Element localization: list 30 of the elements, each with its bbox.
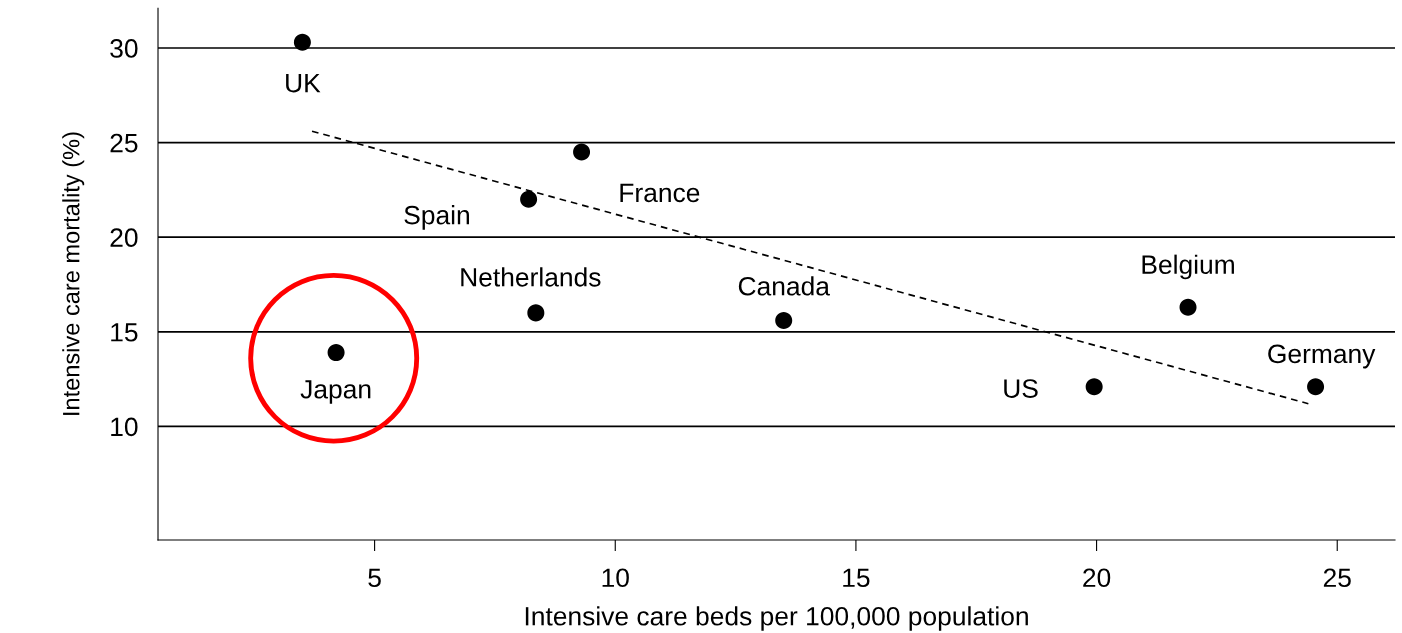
y-axis-title: Intensive care mortality (%) <box>62 132 85 415</box>
point <box>327 344 345 362</box>
x-tick-label: 10 <box>602 568 629 588</box>
point <box>293 33 311 51</box>
point <box>1307 378 1325 396</box>
point <box>527 304 545 322</box>
x-tick-label: 20 <box>1083 568 1111 588</box>
y-tick-label: 15 <box>111 323 138 342</box>
annotation: UK <box>286 74 321 93</box>
annotation: US <box>1004 379 1038 398</box>
annotation: Germany <box>1268 344 1376 369</box>
annotation: France <box>620 183 700 203</box>
point <box>573 143 591 161</box>
y-tick-label: 30 <box>110 39 138 58</box>
x-tick-label: 25 <box>1323 568 1351 588</box>
y-tick-label: 10 <box>111 417 138 437</box>
annotation: Japan <box>300 380 371 404</box>
x-tick-label: 15 <box>843 568 870 588</box>
annotation: Netherlands <box>461 267 601 287</box>
point <box>775 311 793 329</box>
annotation: Belgium <box>1142 254 1234 280</box>
x-tick-label: 5 <box>368 568 381 588</box>
x-axis-title: Intensive care beds per 100,000 population <box>525 606 1028 631</box>
point <box>1085 378 1103 396</box>
annotation: Canada <box>738 276 830 296</box>
y-tick-label: 25 <box>110 133 138 153</box>
annotation: Spain <box>404 205 469 230</box>
point <box>1179 298 1197 316</box>
y-tick-label: 20 <box>110 228 138 248</box>
point <box>520 190 538 208</box>
